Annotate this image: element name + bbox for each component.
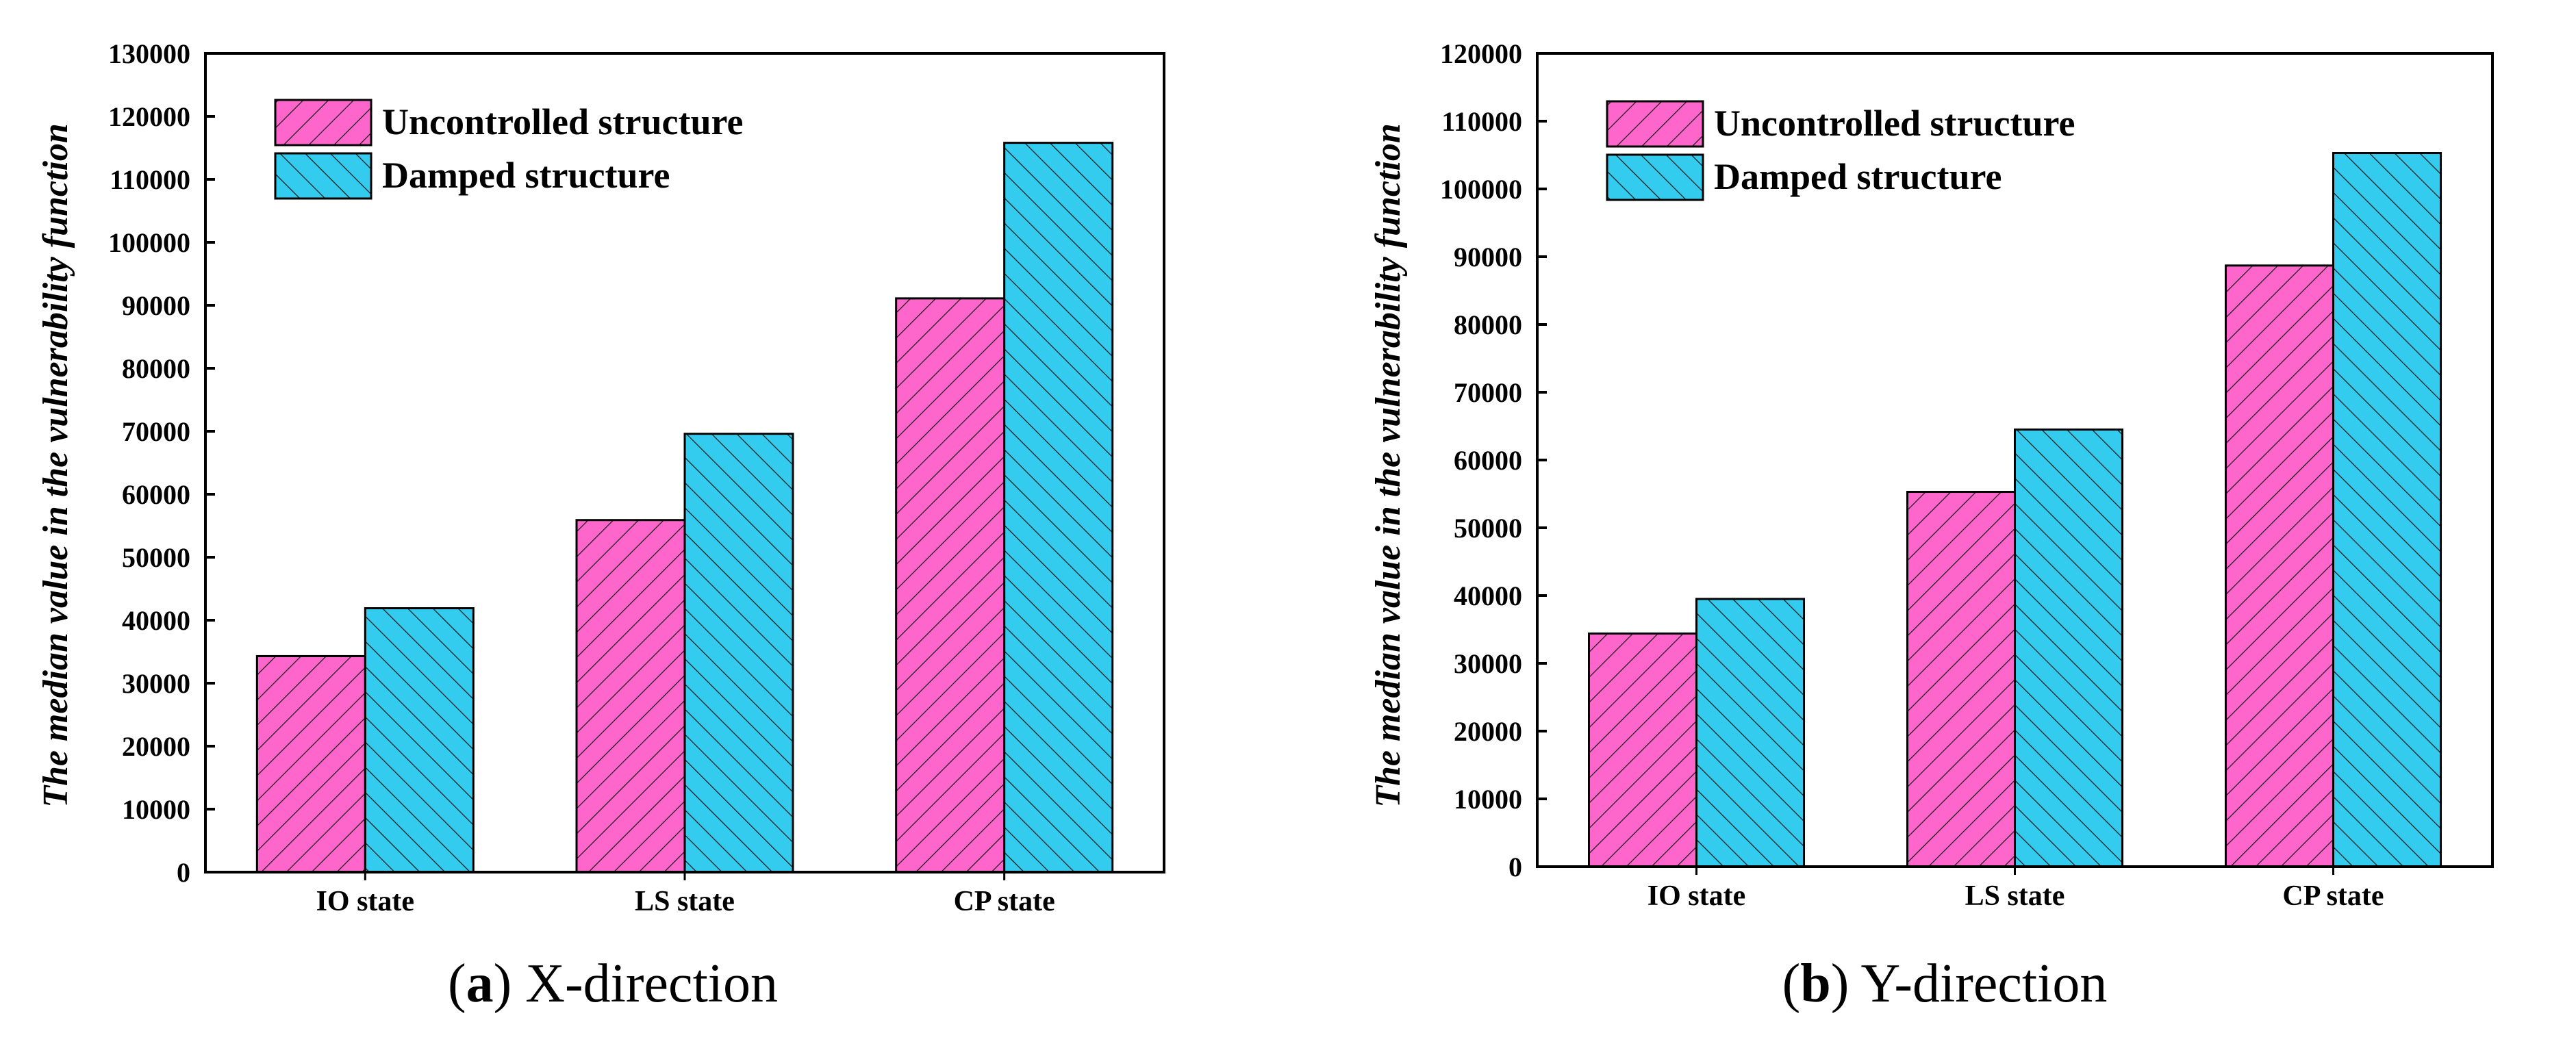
- bar-damped: [683, 433, 794, 873]
- chart-panel-b: The median value in the vulnerability fu…: [1369, 38, 2494, 1014]
- x-category-label: LS state: [1965, 880, 2065, 912]
- y-ticks: 0 10000 20000 30000 40000 50000 60000 70000 8000…: [108, 38, 215, 888]
- chart-panel-a: The median value in the vulnerability fu…: [36, 38, 1165, 1014]
- bar-damped: [364, 607, 475, 873]
- x-category-label: CP state: [2282, 880, 2384, 912]
- bar-damped: [1003, 142, 1114, 873]
- y-tick-label: 60000: [1454, 445, 1522, 476]
- y-tick-label: 30000: [1454, 648, 1522, 679]
- panel-letter: b: [1800, 954, 1831, 1014]
- y-tick-label: 90000: [122, 290, 190, 321]
- y-tick-label: 30000: [122, 668, 190, 699]
- panel-caption: (a) X-direction: [448, 954, 778, 1014]
- legend-label-uncontrolled: Uncontrolled structure: [382, 101, 743, 142]
- panel-caption: (b) Y-direction: [1782, 954, 2108, 1014]
- caption-text: Y-direction: [1860, 954, 2107, 1014]
- y-tick-label: 70000: [1454, 377, 1522, 408]
- x-categories: IO state LS state CP state: [1647, 867, 2384, 912]
- bar-uncontrolled: [1588, 632, 1697, 868]
- y-tick-label: 110000: [1441, 106, 1522, 137]
- y-tick-label: 0: [177, 857, 190, 888]
- y-tick-label: 80000: [1454, 309, 1522, 340]
- y-ticks: 0 10000 20000 30000 40000 50000 60000 70000 8000…: [1440, 38, 1547, 882]
- caption-text: X-direction: [525, 954, 778, 1014]
- y-tick-label: 0: [1508, 852, 1522, 882]
- y-tick-label: 70000: [122, 416, 190, 447]
- y-tick-label: 100000: [108, 227, 190, 258]
- x-categories: IO state LS state CP state: [316, 872, 1055, 917]
- y-axis-label: The median value in the vulnerability fu…: [36, 123, 75, 808]
- bars: [1588, 152, 2442, 868]
- y-tick-label: 90000: [1454, 242, 1522, 272]
- x-category-label: IO state: [316, 886, 414, 917]
- x-category-label: LS state: [635, 886, 735, 917]
- bar-uncontrolled: [1906, 491, 2016, 868]
- legend: Uncontrolled structure Damped structure: [1606, 100, 2075, 201]
- y-tick-label: 110000: [110, 164, 190, 195]
- legend: Uncontrolled structure Damped structure: [274, 99, 743, 200]
- y-tick-label: 20000: [122, 731, 190, 762]
- legend-swatch-damped: [1606, 153, 1704, 201]
- bar-damped: [2332, 152, 2442, 868]
- y-tick-label: 50000: [122, 542, 190, 573]
- y-tick-label: 10000: [1454, 784, 1522, 815]
- y-tick-label: 40000: [1454, 581, 1522, 611]
- legend-label-uncontrolled: Uncontrolled structure: [1714, 103, 2075, 144]
- bars: [255, 142, 1114, 873]
- y-tick-label: 100000: [1440, 174, 1522, 205]
- y-tick-label: 40000: [122, 605, 190, 636]
- bar-uncontrolled: [2225, 264, 2334, 868]
- y-axis-label: The median value in the vulnerability fu…: [1369, 123, 1408, 808]
- panel-letter: a: [466, 954, 494, 1014]
- y-tick-label: 80000: [122, 353, 190, 384]
- legend-swatch-uncontrolled: [1606, 100, 1704, 148]
- legend-swatch-damped: [274, 152, 372, 200]
- y-tick-label: 130000: [108, 38, 190, 69]
- y-tick-label: 120000: [108, 101, 190, 132]
- legend-label-damped: Damped structure: [1714, 156, 2002, 197]
- y-tick-label: 120000: [1440, 38, 1522, 69]
- x-category-label: CP state: [954, 886, 1055, 917]
- bar-uncontrolled: [575, 519, 686, 873]
- y-tick-label: 60000: [122, 479, 190, 510]
- y-tick-label: 50000: [1454, 513, 1522, 544]
- bar-uncontrolled: [255, 654, 366, 873]
- bar-damped: [2014, 428, 2123, 868]
- legend-swatch-uncontrolled: [274, 99, 372, 146]
- y-tick-label: 10000: [122, 794, 190, 825]
- legend-label-damped: Damped structure: [382, 155, 670, 196]
- x-category-label: IO state: [1647, 880, 1745, 912]
- y-tick-label: 20000: [1454, 716, 1522, 747]
- bar-uncontrolled: [895, 297, 1006, 873]
- bar-damped: [1695, 598, 1805, 868]
